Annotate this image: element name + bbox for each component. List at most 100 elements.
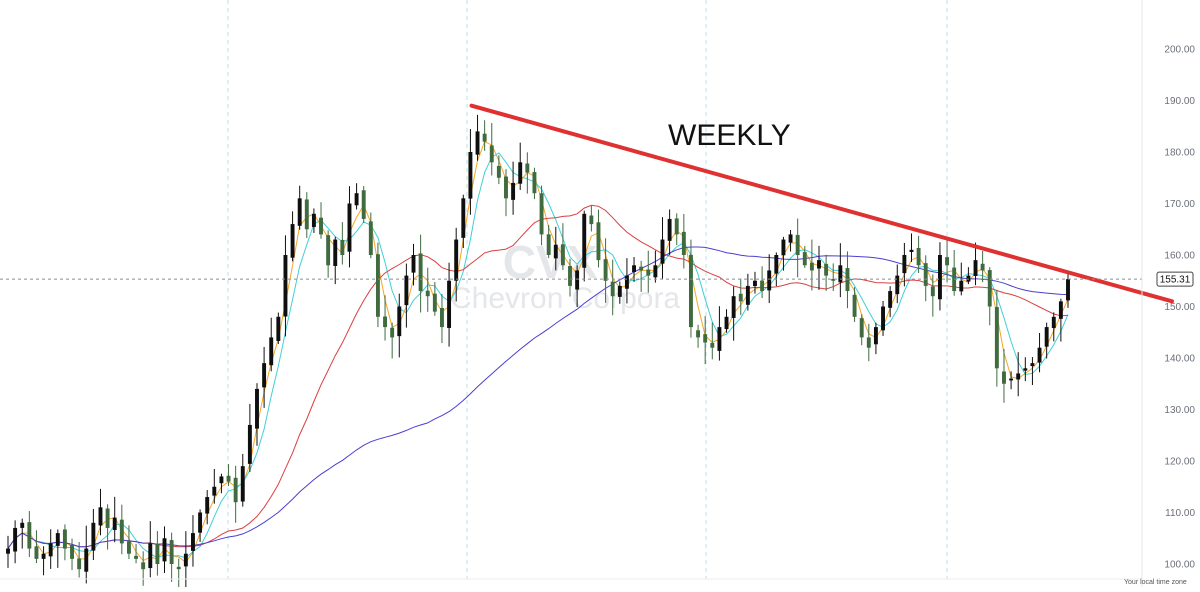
candle-body	[155, 543, 160, 564]
candle-body	[738, 293, 743, 302]
candle-body	[1030, 363, 1035, 367]
candle-body	[404, 275, 409, 306]
candle-body	[859, 318, 864, 338]
candle-body	[290, 224, 295, 258]
candle-body	[141, 562, 146, 570]
y-tick-label: 200.00	[1164, 45, 1195, 56]
candle-body	[937, 255, 942, 300]
candle-body	[774, 255, 779, 274]
candle-body	[696, 330, 701, 338]
moving-averages	[7, 141, 1069, 564]
y-tick-label: 130.00	[1164, 405, 1195, 416]
candle-body	[297, 198, 302, 226]
candle-body	[888, 291, 893, 308]
candle-body	[731, 296, 736, 318]
candle-body	[354, 193, 359, 206]
candle-body	[575, 270, 580, 290]
candle-body	[176, 566, 181, 570]
candle-body	[205, 497, 210, 514]
candle-body	[646, 269, 651, 276]
candles	[6, 114, 1070, 589]
candle-body	[1023, 368, 1028, 371]
candle-body	[212, 486, 217, 496]
candle-body	[539, 193, 544, 235]
candle-body	[255, 388, 259, 429]
timezone-label[interactable]: Your local time zone	[1124, 579, 1187, 586]
candle-body	[518, 162, 523, 184]
candle-body	[624, 275, 629, 289]
price-axis[interactable]: 200.00 190.00 180.00 170.00 160.00 150.00 140.…	[1141, 0, 1195, 587]
candle-body	[440, 307, 444, 328]
candle-body	[923, 263, 928, 286]
candle-body	[596, 222, 601, 261]
candle-body	[461, 198, 466, 238]
candle-body	[1016, 373, 1021, 380]
candle-body	[368, 221, 373, 255]
candle-body	[653, 265, 658, 278]
candle-body	[326, 235, 331, 266]
candle-body	[13, 527, 18, 552]
candle-body	[496, 165, 501, 178]
y-tick-label: 110.00	[1165, 508, 1195, 519]
candle-body	[311, 213, 316, 228]
candle-body	[475, 131, 480, 155]
candle-body	[582, 213, 587, 268]
candle-body	[112, 517, 117, 530]
candle-body	[169, 540, 174, 564]
candle-body	[546, 234, 551, 255]
candle-body	[817, 260, 821, 269]
candle-body	[852, 294, 857, 317]
candle-body	[347, 203, 352, 252]
candle-body	[710, 342, 715, 348]
resistance-trendline[interactable]	[469, 103, 1174, 304]
candle-body	[119, 519, 124, 544]
candle-body	[724, 316, 729, 330]
candle-body	[283, 255, 288, 317]
candle-body	[560, 244, 565, 266]
candle-body	[162, 538, 167, 562]
y-tick-label: 160.00	[1164, 251, 1195, 262]
candle-body	[34, 546, 39, 559]
candle-body	[84, 548, 89, 572]
candle-body	[930, 286, 935, 297]
y-tick-label: 170.00	[1164, 199, 1195, 210]
trendline-group[interactable]	[469, 103, 1174, 304]
candle-body	[589, 215, 594, 225]
candle-body	[319, 217, 323, 235]
candle-body	[27, 522, 32, 549]
y-tick-label: 190.00	[1164, 96, 1195, 107]
candle-body	[838, 265, 843, 283]
candle-body	[745, 285, 750, 305]
candle-body	[980, 263, 985, 271]
candle-body	[262, 363, 267, 388]
candle-body	[70, 545, 74, 559]
candle-body	[375, 254, 380, 317]
candle-body	[191, 533, 195, 551]
candle-body	[1066, 279, 1070, 301]
y-tick-label: 120.00	[1164, 457, 1195, 468]
candle-body	[304, 199, 309, 230]
candle-body	[504, 176, 508, 199]
y-tick-label: 180.00	[1164, 148, 1195, 159]
candle-body	[148, 543, 153, 569]
y-tick-label: 150.00	[1164, 302, 1195, 313]
candle-body	[717, 327, 722, 351]
candle-body	[1037, 347, 1042, 363]
candle-body	[134, 555, 139, 559]
candle-body	[532, 172, 537, 194]
candle-body	[447, 280, 452, 328]
candle-body	[77, 558, 82, 570]
candle-body	[909, 249, 914, 252]
candle-body	[603, 259, 608, 281]
candle-body	[55, 533, 60, 546]
candle-body	[383, 316, 388, 328]
candle-body	[795, 234, 800, 255]
candle-body	[553, 244, 558, 259]
candle-body	[397, 306, 402, 337]
candle-body	[468, 152, 473, 199]
ma-purple-line	[7, 246, 1069, 549]
candle-body	[959, 280, 964, 292]
candle-body	[760, 280, 765, 292]
